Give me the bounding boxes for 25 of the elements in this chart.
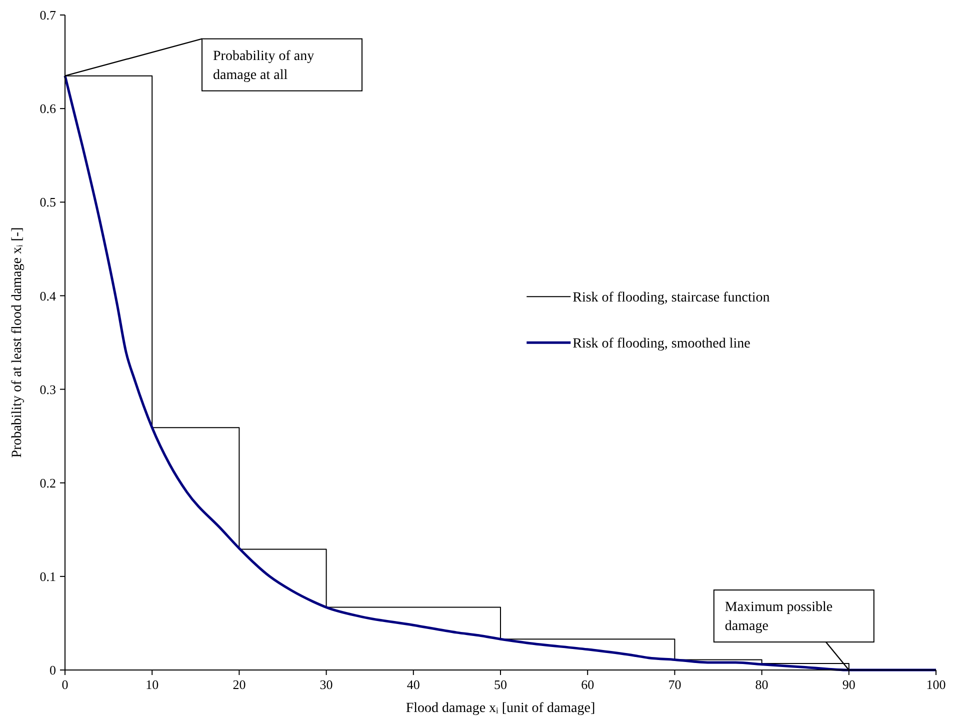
y-tick-label: 0.4 xyxy=(40,288,56,304)
x-tick-label: 100 xyxy=(926,677,946,692)
x-tick-label: 50 xyxy=(494,677,507,692)
y-tick-label: 0.3 xyxy=(40,382,56,397)
x-tick-label: 40 xyxy=(406,677,420,692)
x-tick-label: 90 xyxy=(842,677,856,692)
y-tick-label: 0.1 xyxy=(40,568,56,584)
y-tick-label: 0.5 xyxy=(40,194,56,210)
legend-label: Risk of flooding, smoothed line xyxy=(572,336,750,352)
x-tick-label: 20 xyxy=(232,677,246,692)
y-tick-label: 0.6 xyxy=(40,101,56,116)
x-tick-label: 70 xyxy=(668,677,682,692)
x-tick-label: 0 xyxy=(62,677,68,692)
x-tick-label: 10 xyxy=(146,677,159,692)
x-tick-label: 30 xyxy=(320,677,333,692)
y-tick-label: 0 xyxy=(50,662,56,678)
legend-label: Risk of flooding, staircase function xyxy=(572,290,770,306)
x-axis-title: Flood damage xᵢ [unit of damage] xyxy=(406,701,596,716)
annotation: Maximum possible damage xyxy=(724,600,833,634)
annotation: Probability of any damage at all xyxy=(213,48,314,83)
y-axis-title: Probability of at least flood damage xᵢ [-] xyxy=(10,227,25,458)
x-tick-label: 80 xyxy=(755,677,768,692)
y-tick-label: 0.7 xyxy=(40,8,56,23)
y-tick-label: 0.2 xyxy=(40,475,56,490)
x-tick-label: 60 xyxy=(581,677,594,692)
